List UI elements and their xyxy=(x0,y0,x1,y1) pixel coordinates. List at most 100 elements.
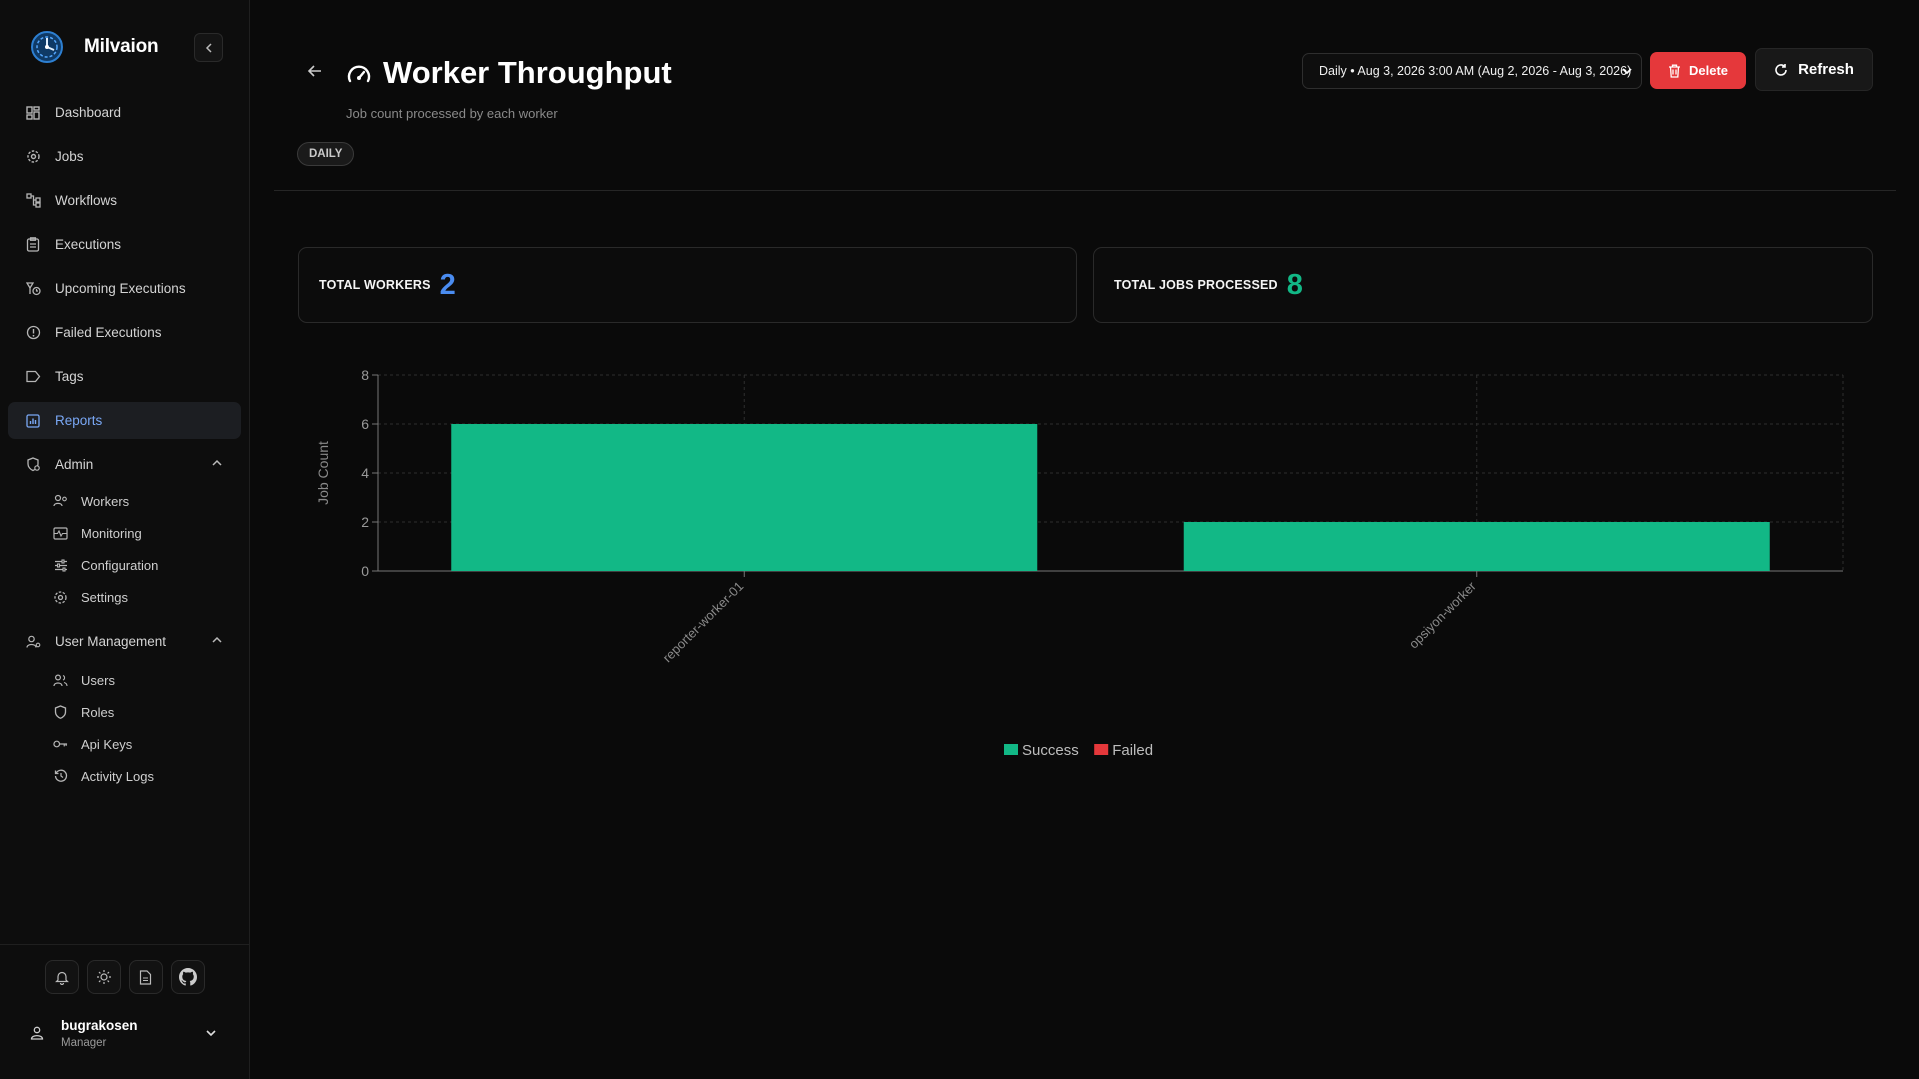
user-name: bugrakosen xyxy=(61,1018,138,1033)
sidebar-nav: Dashboard Jobs Workflows Executions Upco… xyxy=(0,94,249,792)
y-axis-label: Job Count xyxy=(315,441,331,505)
sidebar-item-label: Executions xyxy=(55,237,122,252)
sidebar-item-users[interactable]: Users xyxy=(8,664,241,696)
sidebar-item-jobs[interactable]: Jobs xyxy=(8,138,241,175)
gear-icon xyxy=(53,590,68,605)
admin-group: Admin Workers Monitoring Configuration xyxy=(8,446,241,613)
sidebar-item-upcoming-executions[interactable]: Upcoming Executions xyxy=(8,270,241,307)
sidebar-footer: bugrakosen Manager xyxy=(0,944,249,1079)
sidebar-item-monitoring[interactable]: Monitoring xyxy=(8,517,241,549)
sidebar-item-label: Tags xyxy=(55,369,84,384)
user-menu[interactable]: bugrakosen Manager xyxy=(0,994,249,1049)
sidebar-item-settings[interactable]: Settings xyxy=(8,581,241,613)
sidebar-item-workflows[interactable]: Workflows xyxy=(8,182,241,219)
workers-icon xyxy=(53,494,68,509)
sun-icon xyxy=(96,970,111,984)
sidebar-group-admin[interactable]: Admin xyxy=(8,446,241,483)
page-title: Worker Throughput xyxy=(383,55,672,90)
sidebar-item-workers[interactable]: Workers xyxy=(8,485,241,517)
sidebar: Milvaion Dashboard Jobs Workflows Execut… xyxy=(0,0,250,1079)
chevron-left-icon xyxy=(205,42,212,53)
sidebar-item-label: Reports xyxy=(55,413,103,428)
milvaion-logo-icon xyxy=(31,31,63,63)
app-name: Milvaion xyxy=(84,36,159,57)
delete-button[interactable]: Delete xyxy=(1650,52,1746,89)
github-icon xyxy=(178,968,197,986)
sidebar-item-failed-executions[interactable]: Failed Executions xyxy=(8,314,241,351)
notifications-button[interactable] xyxy=(44,960,79,994)
total-workers-value: 2 xyxy=(439,268,456,301)
sidebar-item-label: Failed Executions xyxy=(55,325,162,340)
document-icon xyxy=(139,969,152,985)
key-icon xyxy=(53,737,68,752)
user-icon xyxy=(30,1026,46,1042)
chevron-up-icon xyxy=(211,457,223,472)
y-tick-label: 6 xyxy=(361,416,369,432)
github-button[interactable] xyxy=(170,960,205,994)
collapse-sidebar-button[interactable] xyxy=(194,33,223,62)
history-icon xyxy=(53,769,68,784)
chart-icon xyxy=(25,413,41,429)
sidebar-item-label: Workflows xyxy=(55,193,118,208)
y-tick-label: 0 xyxy=(361,563,369,579)
docs-button[interactable] xyxy=(128,960,163,994)
bell-icon xyxy=(54,971,69,985)
report-period-select[interactable]: Daily • Aug 3, 2026 3:00 AM (Aug 2, 2026… xyxy=(1302,53,1642,89)
tag-icon xyxy=(25,369,41,385)
legend-label-failed: Failed xyxy=(1112,742,1153,759)
arrow-left-icon xyxy=(307,65,321,77)
chevron-up-icon xyxy=(211,634,223,649)
sidebar-item-api-keys[interactable]: Api Keys xyxy=(8,728,241,760)
sidebar-group-user-management[interactable]: User Management xyxy=(8,623,241,660)
sidebar-item-label: Settings xyxy=(81,589,128,605)
y-tick-label: 2 xyxy=(361,514,369,530)
sidebar-item-executions[interactable]: Executions xyxy=(8,226,241,263)
chevron-down-icon xyxy=(205,1026,217,1044)
workflow-icon xyxy=(25,193,41,209)
sidebar-item-tags[interactable]: Tags xyxy=(8,358,241,395)
dashboard-icon xyxy=(25,105,41,121)
refresh-icon xyxy=(1775,63,1787,76)
refresh-label: Refresh xyxy=(1798,61,1854,78)
total-jobs-label: TOTAL JOBS PROCESSED xyxy=(1114,278,1278,292)
x-tick-label: reporter-worker-01 xyxy=(660,579,747,666)
delete-label: Delete xyxy=(1688,63,1729,78)
sidebar-item-label: Configuration xyxy=(81,557,159,573)
report-header xyxy=(274,0,1896,191)
x-tick-label: opsiyon-worker xyxy=(1406,578,1479,651)
total-workers-card: TOTAL WORKERS 2 xyxy=(298,247,1077,323)
theme-toggle-button[interactable] xyxy=(86,960,121,994)
sidebar-item-label: Roles xyxy=(81,704,115,720)
footer-icon-bar xyxy=(0,945,249,994)
sidebar-item-label: Monitoring xyxy=(81,525,142,541)
period-select-value: Daily • Aug 3, 2026 3:00 AM (Aug 2, 2026… xyxy=(1319,64,1632,78)
executions-icon xyxy=(25,237,41,253)
bar-success xyxy=(451,424,1038,571)
sidebar-item-label: Workers xyxy=(81,493,130,509)
shield-icon xyxy=(53,705,68,720)
sidebar-group-label: User Management xyxy=(55,634,167,649)
page-subtitle: Job count processed by each worker xyxy=(346,106,558,121)
sidebar-item-label: Activity Logs xyxy=(81,768,154,784)
legend-label-success: Success xyxy=(1022,742,1079,759)
chevron-down-icon xyxy=(1621,65,1633,80)
refresh-button[interactable]: Refresh xyxy=(1755,48,1873,91)
sidebar-item-reports[interactable]: Reports xyxy=(8,402,241,439)
sidebar-item-activity-logs[interactable]: Activity Logs xyxy=(8,760,241,792)
sidebar-item-label: Users xyxy=(81,672,115,688)
speedometer-icon xyxy=(346,62,372,88)
sidebar-item-configuration[interactable]: Configuration xyxy=(8,549,241,581)
y-tick-label: 8 xyxy=(361,367,369,383)
sidebar-item-dashboard[interactable]: Dashboard xyxy=(8,94,241,131)
back-button[interactable] xyxy=(306,62,328,84)
brand: Milvaion xyxy=(0,0,249,94)
legend-swatch-failed xyxy=(1094,744,1109,755)
legend-swatch-success xyxy=(1004,744,1018,755)
sliders-icon xyxy=(53,558,68,573)
user-management-group: User Management Users Roles Api Keys xyxy=(8,623,241,792)
user-info: bugrakosen Manager xyxy=(61,1018,138,1049)
throughput-bar-chart: 0 2 4 6 8 Job Count reporter-worker-01 opsiyon-… xyxy=(315,367,1844,759)
sidebar-item-roles[interactable]: Roles xyxy=(8,696,241,728)
users-icon xyxy=(53,673,68,688)
frequency-badge: DAILY xyxy=(297,142,355,166)
